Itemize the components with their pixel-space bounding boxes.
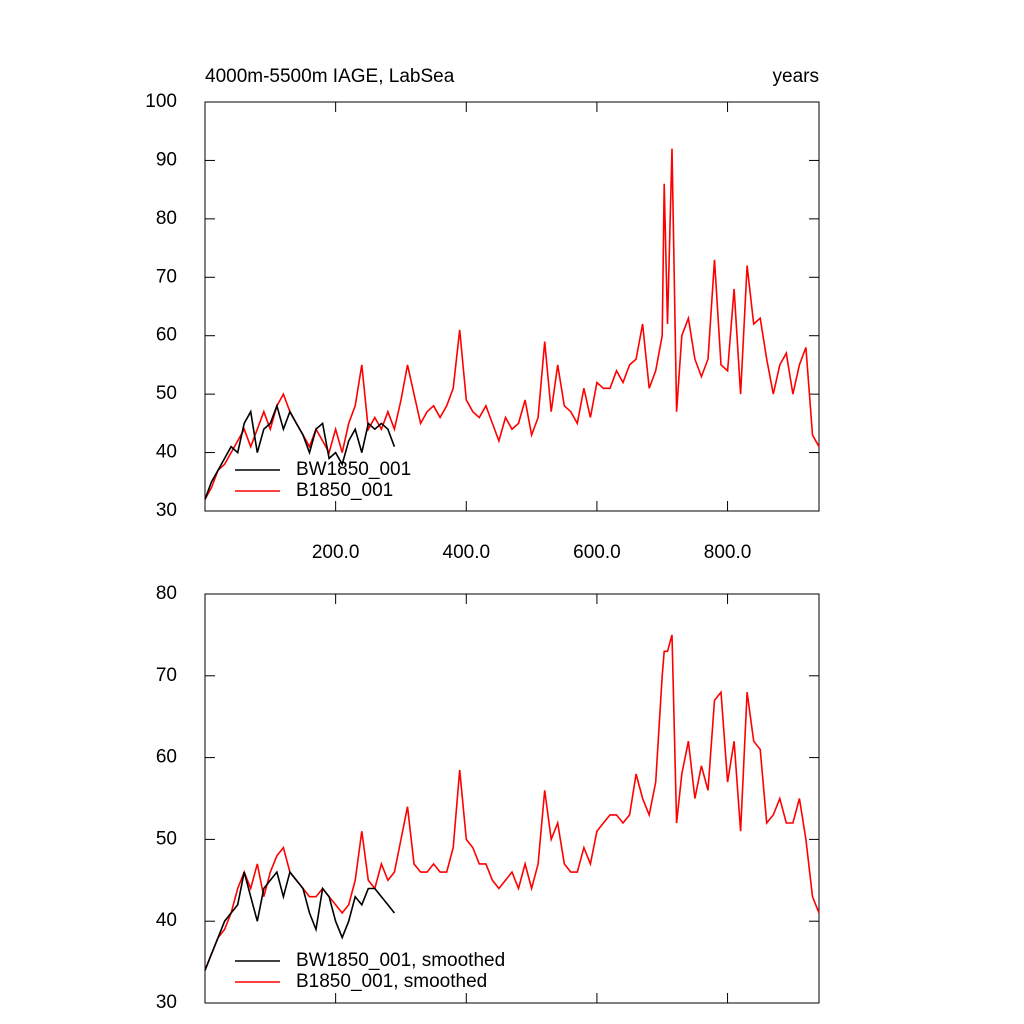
chart-title: 4000m-5500m IAGE, LabSea: [205, 66, 455, 87]
y-tick-label: 80: [156, 583, 177, 604]
legend-label: BW1850_001: [296, 459, 411, 480]
y-tick-label: 70: [156, 266, 177, 287]
series-line: [204, 870, 396, 971]
x-tick-label: 200.0: [312, 542, 360, 563]
y-tick-label: 50: [156, 828, 177, 849]
series-line: [204, 634, 820, 971]
y-tick-label: 30: [156, 500, 177, 521]
x-tick-label: 800.0: [704, 542, 752, 563]
x-tick-label: 400.0: [443, 542, 491, 563]
legend-label: B1850_001: [296, 480, 393, 501]
plot-frame: [204, 593, 820, 1004]
plot-frame: [204, 101, 820, 512]
y-tick-label: 90: [156, 149, 177, 170]
y-tick-label: 30: [156, 992, 177, 1013]
y-tick-label: 80: [156, 208, 177, 229]
y-tick-label: 100: [145, 91, 177, 112]
series-line: [204, 148, 820, 500]
y-tick-label: 60: [156, 325, 177, 346]
y-tick-label: 40: [156, 910, 177, 931]
y-tick-label: 60: [156, 747, 177, 768]
y-tick-label: 50: [156, 383, 177, 404]
legend-label: BW1850_001, smoothed: [296, 950, 505, 971]
y-tick-label: 40: [156, 442, 177, 463]
series-line: [204, 403, 396, 500]
y-tick-label: 70: [156, 665, 177, 686]
x-tick-label: 600.0: [573, 542, 621, 563]
units-label: years: [773, 66, 819, 87]
legend-label: B1850_001, smoothed: [296, 971, 487, 992]
